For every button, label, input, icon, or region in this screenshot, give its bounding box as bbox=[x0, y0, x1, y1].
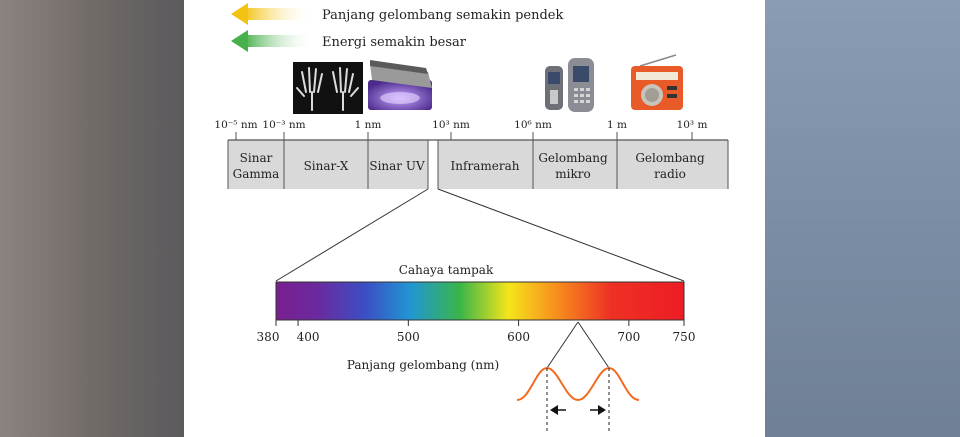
visible-axis-tick-label: 500 bbox=[397, 330, 420, 344]
visible-axis-label: Panjang gelombang (nm) bbox=[347, 358, 499, 372]
legend: Panjang gelombang semakin pendek Energi … bbox=[231, 3, 564, 52]
right-background-panel bbox=[765, 0, 960, 437]
band-infrared: Inframerah bbox=[451, 159, 520, 173]
tick-label: 1 m bbox=[607, 119, 627, 131]
visible-axis-tick-label: 400 bbox=[297, 330, 320, 344]
visible-axis: 380 400 500 600 700 750 bbox=[257, 320, 696, 344]
tick-label: 10⁻³ nm bbox=[262, 119, 305, 131]
band-xray: Sinar-X bbox=[304, 159, 349, 173]
tick-label: 10³ nm bbox=[432, 119, 470, 131]
wavelength-arrow bbox=[231, 3, 314, 25]
visible-axis-tick-label: 600 bbox=[507, 330, 530, 344]
visible-light-title: Cahaya tampak bbox=[399, 263, 494, 277]
visible-axis-tick-label: 700 bbox=[617, 330, 640, 344]
tick-label: 10³ m bbox=[677, 119, 708, 131]
energy-arrow bbox=[231, 30, 314, 52]
radio-icon bbox=[631, 54, 683, 110]
band-radio-line2: radio bbox=[654, 167, 686, 181]
zoom-lines bbox=[275, 188, 685, 282]
visible-axis-tick-label: 380 bbox=[257, 330, 280, 344]
em-band-bar: Sinar Gamma Sinar-X Sinar UV Inframerah … bbox=[227, 132, 729, 189]
scale-labels: 10⁻⁵ nm 10⁻³ nm 1 nm 10³ nm 10⁶ nm 1 m 1… bbox=[214, 119, 707, 131]
visible-axis-tick-label: 750 bbox=[673, 330, 696, 344]
tick-label: 10⁻⁵ nm bbox=[214, 119, 257, 131]
band-radio-line1: Gelombang bbox=[635, 151, 705, 165]
legend-energy-text: Energi semakin besar bbox=[322, 35, 467, 50]
wave-icon bbox=[516, 321, 640, 432]
legend-wavelength-text: Panjang gelombang semakin pendek bbox=[322, 8, 564, 23]
band-microwave-line2: mikro bbox=[555, 167, 590, 181]
band-gamma-line2: Gamma bbox=[233, 167, 280, 181]
left-background-panel bbox=[0, 0, 184, 437]
mobile-phones-icon bbox=[545, 58, 594, 112]
tick-label: 10⁶ nm bbox=[514, 119, 552, 131]
xray-hands-icon bbox=[293, 62, 363, 114]
band-uv: Sinar UV bbox=[369, 159, 425, 173]
band-microwave-line1: Gelombang bbox=[538, 151, 608, 165]
visible-spectrum-bar bbox=[275, 281, 685, 321]
band-gamma-line1: Sinar bbox=[240, 151, 273, 165]
tick-label: 1 nm bbox=[355, 119, 382, 131]
uv-lamp-icon bbox=[368, 60, 432, 110]
